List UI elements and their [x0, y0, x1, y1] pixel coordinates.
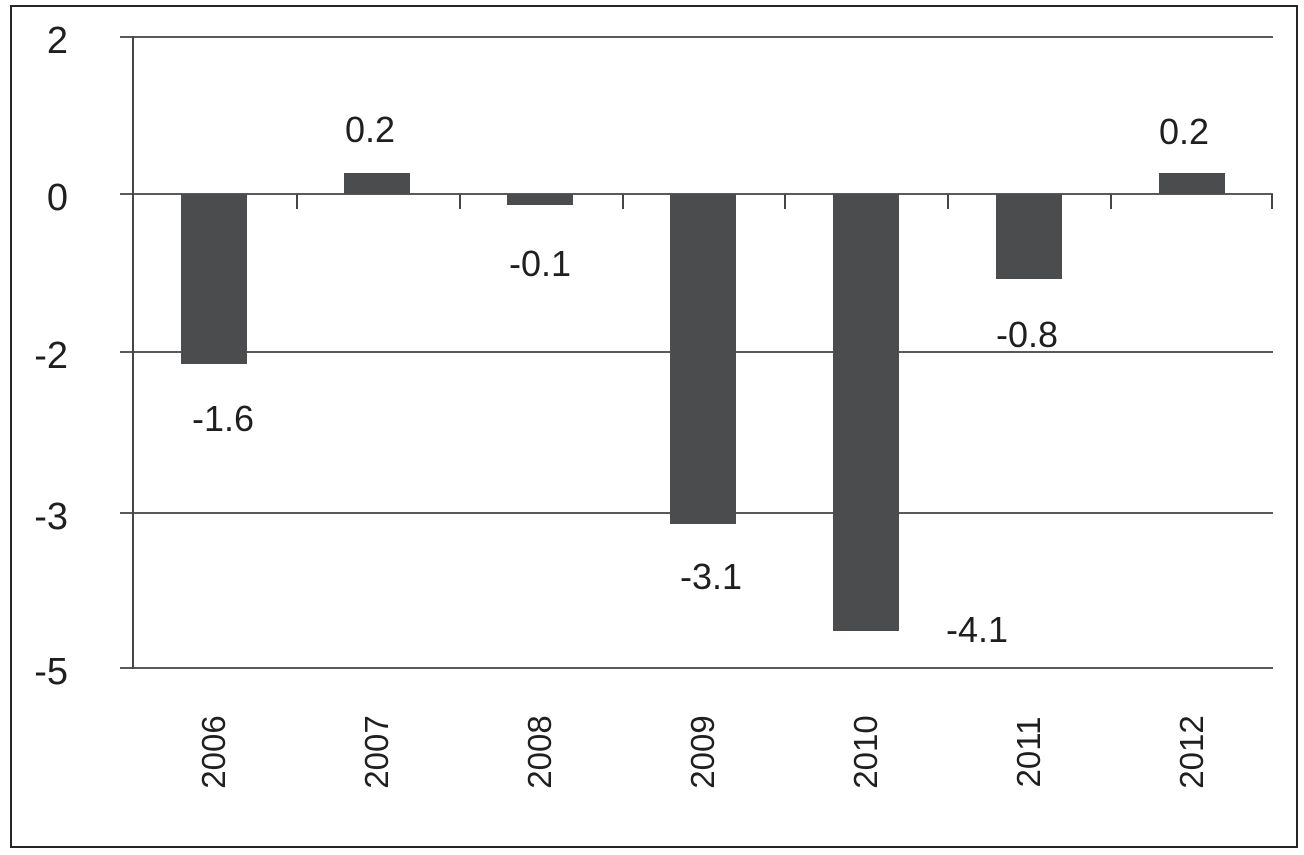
bar-2006: [181, 194, 247, 364]
bar-value-label: -0.1: [508, 243, 572, 284]
bar-2009: [670, 194, 736, 524]
x-tick-label: 2011: [1010, 716, 1047, 788]
category-tick: [1110, 194, 1112, 209]
x-tick-label: 2009: [684, 715, 721, 789]
bar-value-label: -0.8: [995, 314, 1059, 355]
bar-value-label: -4.1: [945, 609, 1009, 650]
category-tick: [459, 194, 461, 209]
x-tick-label: 2008: [521, 715, 558, 789]
chart-frame: [10, 5, 1298, 848]
y-tick-label: -5: [34, 651, 68, 693]
gridline: [120, 667, 1273, 669]
x-tick-label: 2007: [358, 715, 395, 789]
bar-2012: [1159, 173, 1225, 194]
bar-2011: [996, 194, 1062, 279]
x-tick-label: 2006: [195, 715, 232, 789]
category-tick: [784, 194, 786, 209]
y-tick-label: 2: [46, 20, 68, 62]
y-tick-label: 0: [46, 177, 68, 219]
y-axis-line: [132, 36, 134, 669]
category-tick: [1271, 194, 1273, 209]
category-tick: [947, 194, 949, 209]
gridline: [120, 36, 1273, 38]
category-tick: [622, 194, 624, 209]
bar-2008: [507, 194, 573, 205]
x-tick-label: 2010: [847, 715, 884, 789]
bar-value-label: -3.1: [679, 556, 743, 597]
y-tick-label: -3: [34, 496, 68, 538]
bar-value-label: -1.6: [191, 398, 255, 439]
y-tick-label: -2: [34, 335, 68, 377]
category-tick: [296, 194, 298, 209]
bar-2007: [344, 173, 410, 194]
bar-2010: [833, 194, 899, 631]
bar-value-label: 0.2: [344, 109, 396, 150]
x-tick-label: 2012: [1173, 715, 1210, 789]
bar-value-label: 0.2: [1158, 111, 1210, 152]
